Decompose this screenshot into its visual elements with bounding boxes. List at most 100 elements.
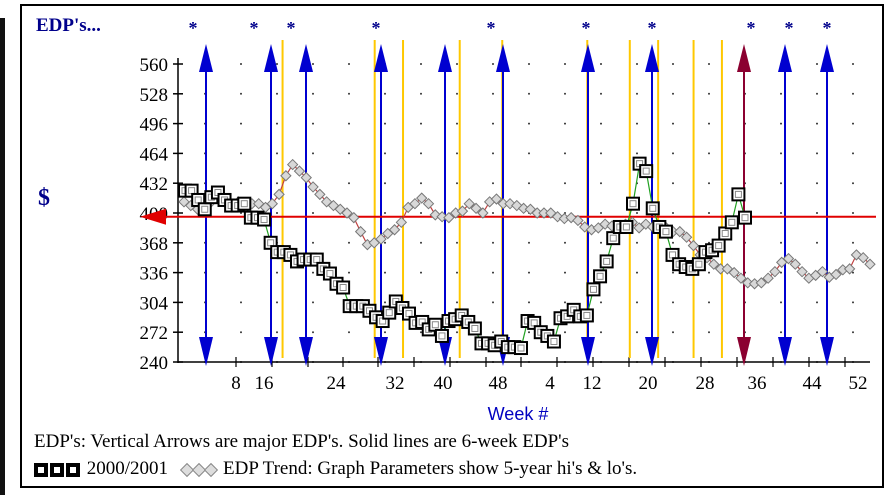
grid-dot <box>780 182 782 185</box>
grid-dot <box>816 63 818 65</box>
trend-point <box>354 225 367 238</box>
grid-dot <box>348 63 350 65</box>
grid-dot <box>852 182 854 185</box>
grid-dot <box>384 241 386 244</box>
grid-dot <box>528 241 530 244</box>
arrow-up-head-icon <box>199 44 213 72</box>
series-2000-point <box>467 321 482 336</box>
x-tick-label: 44 <box>803 373 823 394</box>
grid-dot <box>672 63 674 65</box>
series-2000-point <box>658 224 673 239</box>
x-tick-label: 20 <box>639 373 658 394</box>
grid-dot <box>564 122 566 125</box>
grid-dot <box>456 241 458 244</box>
trend-point <box>422 197 435 210</box>
grid-dot <box>240 271 242 274</box>
grid-dot <box>600 152 602 155</box>
series-2000-point-inner <box>649 204 657 212</box>
series-2000-point-inner <box>438 332 446 340</box>
x-tick-label: 28 <box>696 373 715 394</box>
grid-dot <box>636 212 638 214</box>
grid-dot <box>348 241 350 244</box>
star-marker: * <box>487 18 496 38</box>
grid-dot <box>672 152 674 155</box>
grid-dot <box>456 182 458 185</box>
grid-dot <box>600 241 602 244</box>
grid-dot <box>780 122 782 125</box>
series-2000-point-inner <box>741 214 749 222</box>
y-tick-label: 432 <box>140 174 169 195</box>
trend-point <box>273 188 285 201</box>
series-2000-point-inner <box>721 229 729 237</box>
star-marker: * <box>372 18 381 38</box>
grid-dot <box>420 63 422 65</box>
grid-dot <box>672 212 674 214</box>
grid-dot <box>780 92 782 95</box>
grid-dot <box>708 331 710 334</box>
grid-dot <box>528 271 530 274</box>
grid-dot <box>564 152 566 155</box>
y-tick-label: 336 <box>140 264 169 285</box>
grid-dot <box>456 271 458 274</box>
grid-dot <box>708 122 710 125</box>
trend-point <box>857 251 869 264</box>
arrow-up-head-icon <box>299 44 313 72</box>
series-2000-point <box>711 238 726 253</box>
grid-dot <box>816 122 818 125</box>
arrow-down-head-icon <box>299 337 313 366</box>
grid-dot <box>384 92 386 95</box>
grid-dot <box>420 212 422 214</box>
grid-dot <box>312 63 314 65</box>
arrow-up-head-icon <box>581 44 595 72</box>
trend-point <box>463 197 475 210</box>
trend-point <box>755 277 768 289</box>
trend-point <box>687 239 700 252</box>
grid-dot <box>384 122 386 125</box>
grid-dot <box>636 271 638 274</box>
grid-dot <box>636 152 638 155</box>
grid-dot <box>672 92 674 95</box>
series-2000-point-inner <box>201 205 209 213</box>
grid-dot <box>492 122 494 125</box>
grid-dot <box>384 152 386 155</box>
trend-point <box>762 272 774 284</box>
grid-dot <box>672 182 674 185</box>
grid-dot <box>852 241 854 244</box>
trend-point <box>300 171 312 184</box>
grid-dot <box>816 212 818 214</box>
grid-dot <box>708 271 710 274</box>
trend-point <box>456 205 469 217</box>
x-tick-label: 40 <box>434 373 453 394</box>
series-2000-point-inner <box>629 200 637 208</box>
chart-title: EDP's... <box>36 15 101 36</box>
trend-point <box>375 233 387 245</box>
series-2000-point-inner <box>642 167 650 175</box>
grid-dot <box>636 122 638 125</box>
grid-dot <box>240 152 242 155</box>
grid-dot <box>456 63 458 65</box>
trend-point <box>728 266 740 279</box>
grid-dot <box>816 182 818 185</box>
grid-dot <box>564 63 566 65</box>
grid-dot <box>780 212 782 214</box>
grid-dot <box>420 331 422 334</box>
arrow-up-head-icon <box>496 44 510 72</box>
grid-dot <box>348 92 350 95</box>
grid-dot <box>276 92 278 95</box>
star-marker: * <box>189 18 198 38</box>
series-2000-point <box>434 328 449 343</box>
grid-dot <box>240 241 242 244</box>
grid-dot <box>600 331 602 334</box>
star-marker: * <box>250 18 259 38</box>
chart-border <box>20 4 884 488</box>
grid-dot <box>456 301 458 304</box>
trend-point <box>293 165 306 177</box>
grid-dot <box>348 152 350 155</box>
grid-dot <box>492 241 494 244</box>
grid-dot <box>240 63 242 65</box>
trend-point <box>348 211 360 224</box>
grid-dot <box>348 122 350 125</box>
grid-dot <box>672 241 674 244</box>
grid-dot <box>636 301 638 304</box>
trend-point <box>674 225 686 238</box>
